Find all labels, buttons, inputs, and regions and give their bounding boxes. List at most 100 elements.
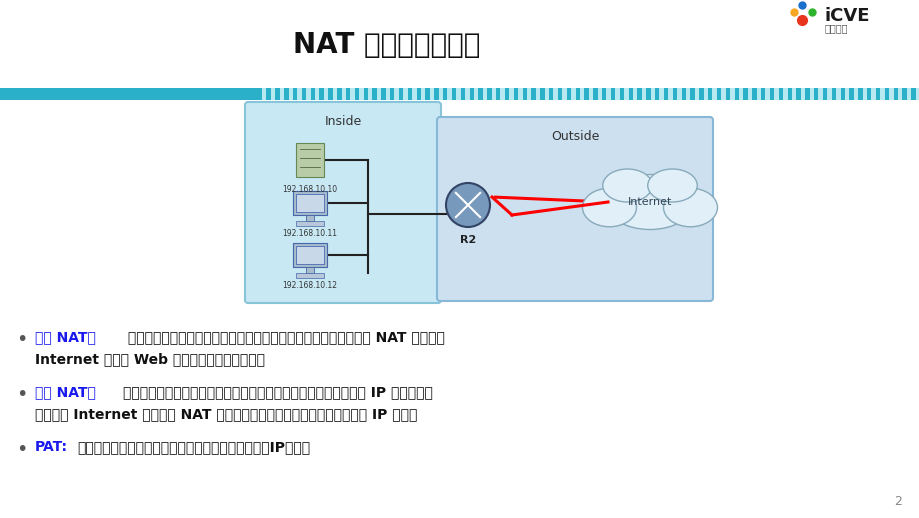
Bar bbox=[505, 88, 509, 100]
Bar bbox=[447, 88, 451, 100]
Text: 使用同一个地址的不同端口进行映射，可以有效节省IP地址。: 使用同一个地址的不同端口进行映射，可以有效节省IP地址。 bbox=[77, 440, 310, 454]
Bar bbox=[800, 88, 804, 100]
Bar bbox=[796, 88, 800, 100]
Bar bbox=[306, 267, 313, 273]
Bar bbox=[689, 88, 694, 100]
Bar bbox=[645, 88, 650, 100]
Text: 192.168.10.10: 192.168.10.10 bbox=[282, 185, 337, 194]
Bar bbox=[774, 88, 777, 100]
Bar bbox=[333, 88, 336, 100]
Bar bbox=[487, 88, 491, 100]
Bar bbox=[372, 88, 377, 100]
Bar bbox=[637, 88, 641, 100]
Ellipse shape bbox=[663, 188, 717, 227]
Bar bbox=[0, 88, 257, 100]
Text: 使用公有地址池，并以先到先得的原则分配这些地址。当具有私有 IP 地址的主机: 使用公有地址池，并以先到先得的原则分配这些地址。当具有私有 IP 地址的主机 bbox=[123, 385, 433, 399]
Bar bbox=[275, 88, 279, 100]
Bar bbox=[292, 243, 326, 267]
Bar bbox=[601, 88, 606, 100]
Bar bbox=[676, 88, 681, 100]
Text: 192.168.10.12: 192.168.10.12 bbox=[282, 281, 337, 290]
Bar bbox=[659, 88, 664, 100]
Bar bbox=[306, 215, 313, 221]
Bar bbox=[544, 88, 549, 100]
Text: 智慧职教: 智慧职教 bbox=[824, 23, 847, 33]
Bar bbox=[306, 88, 311, 100]
Bar bbox=[725, 88, 730, 100]
Bar bbox=[835, 88, 840, 100]
Ellipse shape bbox=[647, 169, 697, 202]
Bar bbox=[747, 88, 752, 100]
Bar bbox=[363, 88, 368, 100]
Bar bbox=[377, 88, 380, 100]
Bar bbox=[314, 88, 319, 100]
Bar bbox=[743, 88, 747, 100]
Bar bbox=[870, 88, 875, 100]
Bar bbox=[755, 88, 760, 100]
Bar bbox=[403, 88, 407, 100]
Bar bbox=[390, 88, 394, 100]
Text: Internet 访问的 Web 服务器或主机特别有用。: Internet 访问的 Web 服务器或主机特别有用。 bbox=[35, 352, 265, 366]
Bar bbox=[296, 143, 323, 177]
Bar bbox=[866, 88, 870, 100]
Bar bbox=[469, 88, 473, 100]
Bar bbox=[654, 88, 659, 100]
Text: •: • bbox=[17, 330, 28, 349]
Bar bbox=[421, 88, 425, 100]
Bar bbox=[539, 88, 544, 100]
Bar bbox=[650, 88, 654, 100]
Bar bbox=[879, 88, 884, 100]
Bar bbox=[892, 88, 897, 100]
Bar bbox=[460, 88, 465, 100]
Bar bbox=[267, 88, 270, 100]
Bar bbox=[826, 88, 831, 100]
Bar bbox=[346, 88, 350, 100]
Text: •: • bbox=[17, 440, 28, 459]
Bar bbox=[358, 88, 363, 100]
Bar bbox=[791, 88, 796, 100]
Bar bbox=[782, 88, 787, 100]
Bar bbox=[368, 88, 372, 100]
Bar bbox=[429, 88, 434, 100]
Bar bbox=[262, 88, 267, 100]
Bar bbox=[257, 88, 262, 100]
Bar bbox=[716, 88, 720, 100]
Bar bbox=[562, 88, 566, 100]
Bar bbox=[584, 88, 588, 100]
Bar bbox=[862, 88, 866, 100]
Bar bbox=[840, 88, 844, 100]
Text: NAT 转换有三种类型: NAT 转换有三种类型 bbox=[292, 31, 480, 59]
FancyBboxPatch shape bbox=[437, 117, 712, 301]
FancyBboxPatch shape bbox=[244, 102, 440, 303]
Bar bbox=[527, 88, 531, 100]
Bar bbox=[270, 88, 275, 100]
Bar bbox=[296, 273, 323, 278]
Bar bbox=[456, 88, 460, 100]
Bar bbox=[818, 88, 822, 100]
Bar bbox=[720, 88, 725, 100]
Text: Internet: Internet bbox=[627, 197, 672, 207]
Bar bbox=[531, 88, 535, 100]
Bar bbox=[535, 88, 539, 100]
Bar bbox=[711, 88, 716, 100]
Bar bbox=[738, 88, 743, 100]
Bar bbox=[473, 88, 478, 100]
Text: •: • bbox=[17, 385, 28, 404]
Bar bbox=[831, 88, 835, 100]
Bar bbox=[848, 88, 853, 100]
Bar bbox=[517, 88, 522, 100]
Bar bbox=[522, 88, 527, 100]
Text: PAT:: PAT: bbox=[35, 440, 68, 454]
Bar bbox=[787, 88, 791, 100]
Bar bbox=[844, 88, 848, 100]
Bar bbox=[407, 88, 412, 100]
Text: 静态 NAT：: 静态 NAT： bbox=[35, 330, 96, 344]
Bar bbox=[730, 88, 733, 100]
Bar bbox=[593, 88, 597, 100]
Bar bbox=[875, 88, 879, 100]
Bar bbox=[888, 88, 892, 100]
Text: 请求访问 Internet 时，动态 NAT 从地址池中选择一个未被其它主机占用的 IP 地址。: 请求访问 Internet 时，动态 NAT 从地址池中选择一个未被其它主机占用… bbox=[35, 407, 417, 421]
Ellipse shape bbox=[605, 175, 694, 229]
Bar bbox=[553, 88, 557, 100]
Text: 192.168.10.11: 192.168.10.11 bbox=[282, 229, 337, 238]
